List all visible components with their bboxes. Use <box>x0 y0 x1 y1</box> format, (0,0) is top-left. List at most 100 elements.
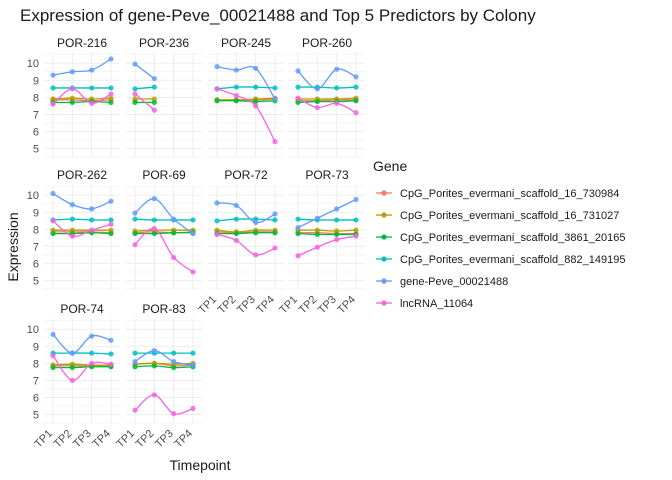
data-point <box>233 67 239 73</box>
data-point <box>314 231 320 238</box>
data-point <box>151 347 157 354</box>
data-point <box>253 230 259 236</box>
data-point <box>233 98 239 104</box>
series-line <box>297 68 357 90</box>
y-tick-label: 9 <box>33 75 39 87</box>
series-line <box>134 349 194 366</box>
series-line <box>52 218 112 221</box>
data-point <box>50 230 56 237</box>
data-point <box>132 216 138 222</box>
data-point <box>50 353 56 359</box>
chart-title: Expression of gene-Peve_00021488 and Top… <box>20 6 536 25</box>
data-point <box>151 196 157 202</box>
legend-item: CpG_Porites_evermani_scaffold_16_730984 <box>376 188 619 200</box>
data-point <box>190 217 196 223</box>
data-point <box>132 364 138 370</box>
data-point <box>295 84 301 90</box>
x-tick-label: TP4 <box>335 294 358 317</box>
data-point <box>50 85 56 91</box>
data-point <box>253 103 259 109</box>
facet-strip-label: POR-73 <box>305 168 349 182</box>
facet-strip-label: POR-74 <box>60 302 104 316</box>
data-point <box>171 350 177 356</box>
facet-strip-label: POR-216 <box>57 36 107 50</box>
data-point <box>108 91 114 97</box>
series-line <box>297 235 357 257</box>
data-point <box>171 230 177 236</box>
data-point <box>50 331 56 337</box>
data-point <box>151 75 157 82</box>
y-tick-label: 8 <box>33 224 39 236</box>
series-line <box>297 218 356 221</box>
legend-label: lncRNA_11064 <box>400 298 473 310</box>
data-point <box>190 230 196 237</box>
data-point <box>314 98 320 105</box>
x-tick-label: TP1 <box>114 428 137 451</box>
legend-label: CpG_Porites_evermani_scaffold_3861_20165 <box>400 232 625 244</box>
data-point <box>69 377 75 383</box>
series-line <box>52 220 112 238</box>
data-point <box>353 233 359 239</box>
x-tick-label: TP1 <box>196 294 219 317</box>
series-line <box>134 229 193 232</box>
series-line <box>52 333 112 354</box>
series-line <box>297 99 357 102</box>
series-line <box>52 363 112 366</box>
data-point <box>214 86 220 92</box>
data-point <box>132 230 138 237</box>
series-line <box>216 100 276 103</box>
legend-key-point <box>381 300 387 306</box>
data-point <box>108 351 114 357</box>
y-axis-title: Expression <box>5 212 21 281</box>
data-point <box>108 230 114 237</box>
data-point <box>132 61 138 67</box>
y-tick-label: 9 <box>33 341 39 353</box>
data-point <box>295 216 301 222</box>
x-tick-label: TP1 <box>32 428 55 451</box>
data-point <box>132 359 138 365</box>
facet-strip-label: POR-236 <box>139 36 189 50</box>
legend-item: gene-Peve_00021488 <box>376 276 508 288</box>
x-tick-label: TP2 <box>134 428 157 451</box>
data-point <box>295 225 301 231</box>
data-point <box>295 68 301 74</box>
series-line <box>134 86 155 90</box>
series-line <box>134 227 194 273</box>
data-point <box>132 99 138 106</box>
data-point <box>108 221 114 227</box>
x-tick-label: TP3 <box>153 428 176 451</box>
facet-strip-label: POR-72 <box>224 168 268 182</box>
data-point <box>108 85 114 91</box>
data-point <box>334 206 340 212</box>
series-line <box>216 233 276 256</box>
data-point <box>69 364 75 371</box>
y-tick-label: 10 <box>27 190 39 202</box>
data-point <box>151 99 157 106</box>
data-point <box>214 64 220 70</box>
data-point <box>314 86 320 92</box>
x-tick-label: TP4 <box>90 428 113 451</box>
legend-item: CpG_Porites_evermani_scaffold_16_731027 <box>376 210 619 222</box>
series-line <box>53 352 112 355</box>
data-point <box>233 202 239 209</box>
y-tick-label: 8 <box>33 358 39 370</box>
data-point <box>253 98 259 105</box>
data-point <box>334 66 340 72</box>
data-point <box>132 86 138 92</box>
data-point <box>353 110 359 116</box>
data-point <box>272 139 278 145</box>
data-point <box>272 96 278 102</box>
facet-panel: POR-216 5 6 7 8 9 10 <box>27 36 120 158</box>
legend-key-point <box>381 190 387 196</box>
legend-label: CpG_Porites_evermani_scaffold_16_730984 <box>400 188 619 200</box>
facet-strip-label: POR-260 <box>302 36 352 50</box>
data-point <box>353 227 359 233</box>
series-line <box>53 231 112 234</box>
series-line <box>52 232 112 235</box>
data-point <box>233 93 239 99</box>
data-point <box>214 98 220 104</box>
x-tick-label: TP2 <box>297 294 320 317</box>
data-point <box>50 101 56 107</box>
data-point <box>108 95 114 101</box>
